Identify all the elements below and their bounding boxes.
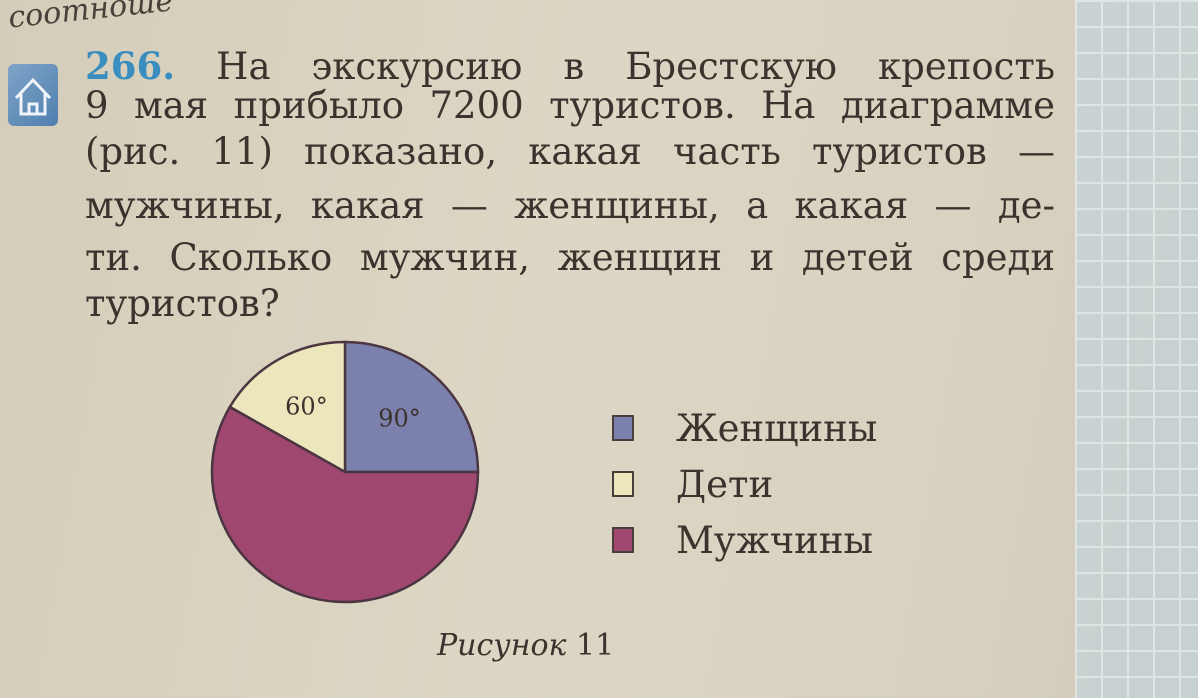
legend-item-women: Женщины [612, 400, 877, 456]
problem-line-5: ти. Сколько мужчин, женщин и детей среди [85, 236, 1055, 279]
pie-slice-2 [210, 405, 480, 604]
pie-slice-1 [228, 340, 347, 475]
chart-legend: Женщины Дети Мужчины [612, 400, 877, 568]
pie-chart: 90° 60° [210, 340, 480, 604]
figure-caption: Рисунок 11 [437, 628, 615, 663]
legend-item-men: Мужчины [612, 512, 877, 568]
previous-text-fragment: соотноше [6, 0, 175, 36]
problem-line-6: туристов? [85, 282, 280, 325]
problem-number: 266. [85, 44, 176, 88]
legend-item-children: Дети [612, 456, 877, 512]
background-grid [1075, 0, 1198, 698]
legend-swatch [612, 471, 634, 497]
home-icon [8, 64, 58, 126]
pie-slice-label: 90° [378, 405, 421, 433]
problem-line-3: (рис. 11) показано, какая часть туристов… [85, 130, 1055, 173]
pie-slice-0 [343, 340, 480, 474]
problem-line-2: 9 мая прибыло 7200 туристов. На диаграмм… [85, 84, 1055, 127]
problem-line-4: мужчины, какая — женщины, а какая — де- [85, 184, 1055, 227]
legend-swatch [612, 415, 634, 441]
pie-slice-label: 60° [285, 393, 328, 421]
legend-swatch [612, 527, 634, 553]
problem-line-1: 266. На экскурсию в Брестскую крепость [85, 44, 1056, 88]
